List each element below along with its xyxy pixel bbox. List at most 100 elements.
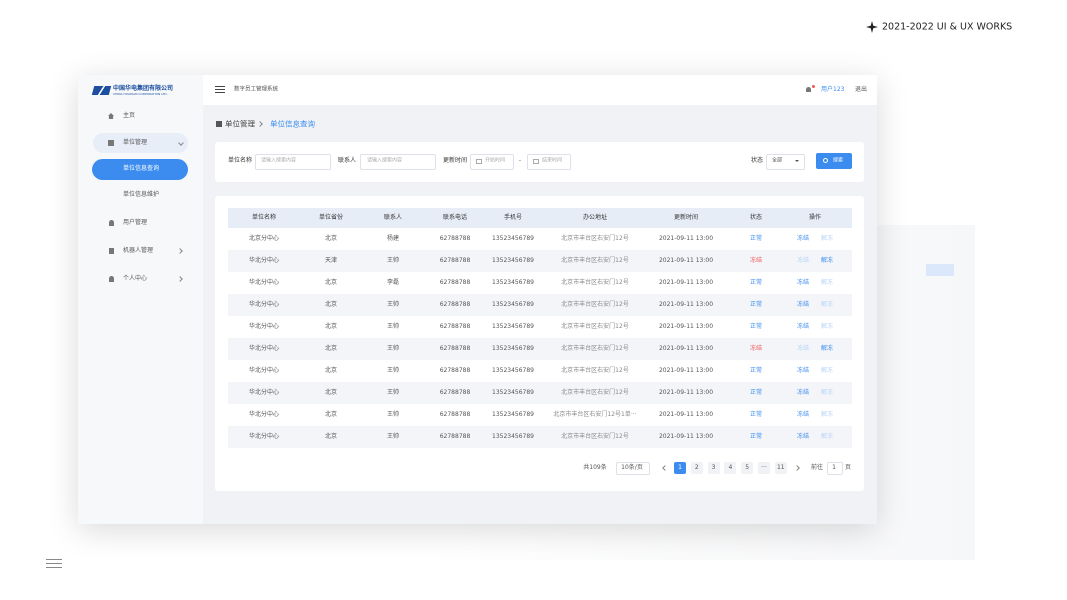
page-number[interactable]: 11	[776, 464, 785, 471]
menu-toggle[interactable]	[215, 86, 225, 87]
nav-subitem[interactable]: 单位信息维护	[123, 191, 160, 198]
page-number[interactable]: 4	[728, 464, 733, 471]
row-bg	[228, 426, 852, 448]
page-size-select[interactable]	[616, 462, 650, 475]
status: 正常	[749, 367, 763, 374]
page-number[interactable]: 1	[678, 464, 682, 471]
cell: 13523456789	[492, 411, 534, 418]
cell: 华北分中心	[248, 389, 280, 396]
placeholder: 结束时间	[542, 157, 563, 164]
select-arrow	[795, 160, 799, 164]
action-unfreeze[interactable]: 解冻	[820, 235, 834, 242]
action-freeze[interactable]: 冻结	[796, 279, 810, 286]
cell: 北京市丰台区右安门12号	[561, 235, 629, 242]
cell: 北京市丰台区右安门12号	[561, 301, 629, 308]
cell: 北京市丰台区右安门12号	[561, 389, 629, 396]
page-bg	[724, 462, 737, 474]
action-freeze[interactable]: 冻结	[796, 433, 810, 440]
notification-dot	[812, 85, 815, 88]
filter-label: 联系人	[338, 157, 357, 164]
cell: 王帅	[386, 301, 400, 308]
status: 正常	[749, 279, 763, 286]
filter-label: 更新时间	[443, 157, 468, 164]
logo-name: 中国华电集团有限公司	[113, 85, 174, 92]
nav-item[interactable]: 用户管理	[123, 219, 148, 226]
input[interactable]	[360, 154, 436, 170]
ghost-button	[926, 264, 954, 276]
action-freeze[interactable]: 冻结	[796, 301, 810, 308]
column-header: 单位名称	[251, 214, 277, 221]
action-freeze[interactable]: 冻结	[796, 367, 810, 374]
nav-item[interactable]: 主页	[123, 112, 136, 119]
action-unfreeze[interactable]: 解冻	[820, 433, 834, 440]
action-freeze[interactable]: 冻结	[796, 323, 810, 330]
action-unfreeze[interactable]: 解冻	[820, 345, 834, 352]
action-freeze[interactable]: 冻结	[796, 389, 810, 396]
breadcrumb[interactable]: 单位管理	[225, 119, 255, 129]
home-icon	[108, 113, 114, 119]
action-unfreeze[interactable]: 解冻	[820, 279, 834, 286]
cell: 2021-09-11 13:00	[658, 345, 714, 352]
star-icon	[866, 21, 878, 33]
user-icon	[109, 220, 114, 226]
page-number[interactable]: ···	[761, 464, 767, 471]
goto-unit: 页	[844, 464, 852, 471]
nav-item[interactable]: 单位管理	[123, 139, 148, 146]
table-header	[228, 208, 852, 228]
robot-icon	[109, 248, 114, 254]
cell: 62788788	[439, 367, 471, 374]
page-number[interactable]: 3	[711, 464, 716, 471]
cell: 北京	[324, 235, 338, 242]
status-select[interactable]	[766, 154, 805, 170]
column-header: 联系电话	[442, 214, 468, 221]
cell: 13523456789	[492, 235, 534, 242]
action-unfreeze[interactable]: 解冻	[820, 301, 834, 308]
cell: 13523456789	[492, 433, 534, 440]
nav-item[interactable]: 机器人管理	[123, 247, 154, 254]
cell: 62788788	[439, 235, 471, 242]
goto-input[interactable]	[827, 462, 843, 475]
date-input[interactable]	[527, 154, 571, 170]
search-button[interactable]	[816, 153, 852, 169]
column-header: 操作	[808, 214, 822, 221]
action-freeze[interactable]: 冻结	[796, 345, 810, 352]
input[interactable]	[255, 154, 331, 170]
date-input[interactable]	[470, 154, 514, 170]
cell: 13523456789	[492, 323, 534, 330]
action-freeze[interactable]: 冻结	[796, 411, 810, 418]
filter-label: 状态	[751, 157, 764, 164]
logout[interactable]: 退出	[855, 86, 868, 93]
action-freeze[interactable]: 冻结	[796, 257, 810, 264]
action-unfreeze[interactable]: 解冻	[820, 323, 834, 330]
action-unfreeze[interactable]: 解冻	[820, 367, 834, 374]
page-number[interactable]: 5	[745, 464, 750, 471]
goto-value: 1	[832, 464, 836, 471]
action-unfreeze[interactable]: 解冻	[820, 257, 834, 264]
nav-subitem-active[interactable]: 单位信息查询	[123, 165, 160, 172]
status: 冻结	[749, 345, 763, 352]
logo-name-en: CHINA HUADIAN CORPORATION LTD.	[113, 92, 168, 96]
cell: 杨建	[386, 235, 400, 242]
row-bg	[228, 250, 852, 272]
status: 正常	[749, 301, 763, 308]
cell: 北京市丰台区右安门12号	[561, 279, 629, 286]
page-number[interactable]: 2	[694, 464, 699, 471]
action-freeze[interactable]: 冻结	[796, 235, 810, 242]
cell: 北京	[324, 301, 338, 308]
cell: 天津	[324, 257, 338, 264]
action-unfreeze[interactable]: 解冻	[820, 389, 834, 396]
cell: 2021-09-11 13:00	[658, 301, 714, 308]
page-bg	[758, 462, 770, 474]
action-unfreeze[interactable]: 解冻	[820, 411, 834, 418]
menu-lines	[46, 559, 62, 560]
user-name[interactable]: 用户123	[821, 86, 845, 93]
cell: 华北分中心	[248, 411, 280, 418]
total: 共109条	[583, 464, 607, 471]
page-size: 10条/页	[621, 464, 643, 471]
cell: 王帅	[386, 345, 400, 352]
page-bg	[741, 462, 754, 474]
bell-icon[interactable]	[806, 87, 811, 92]
nav-item[interactable]: 个人中心	[123, 275, 148, 282]
placeholder: 请输入搜索内容	[367, 157, 403, 164]
top-bar	[203, 75, 877, 105]
